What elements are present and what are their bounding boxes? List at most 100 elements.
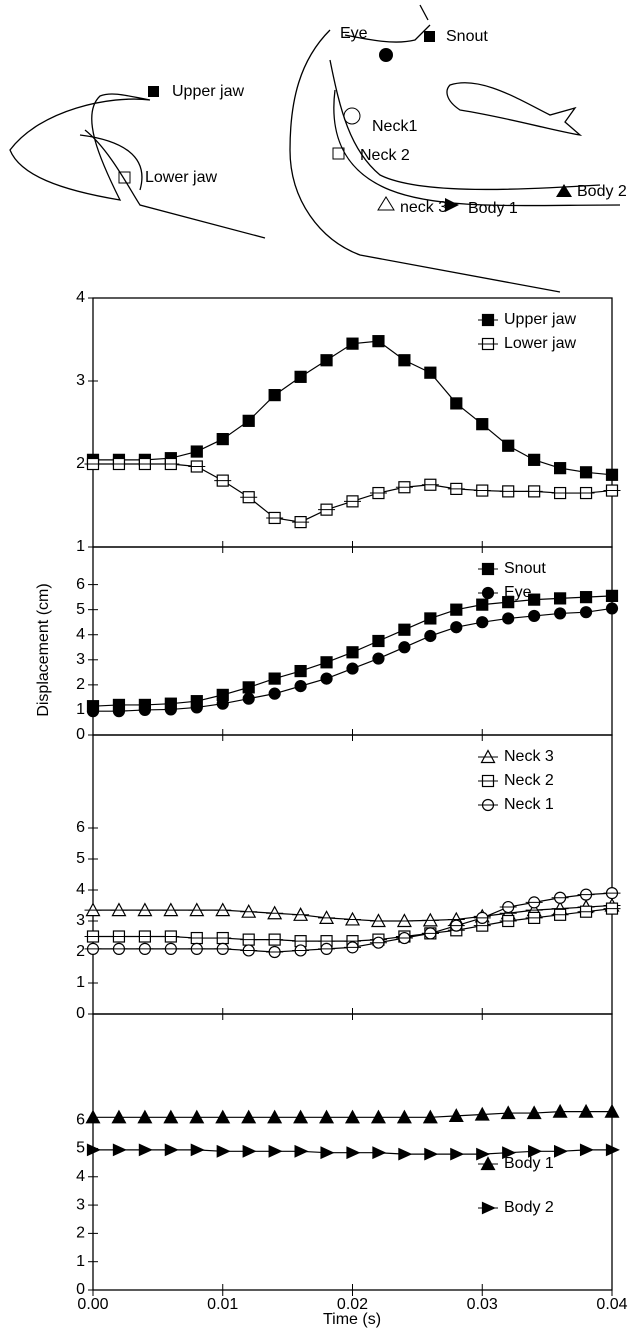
marker-shape bbox=[189, 1109, 205, 1124]
marker bbox=[528, 453, 541, 466]
marker-shape bbox=[528, 1144, 543, 1158]
marker bbox=[136, 902, 154, 917]
marker bbox=[84, 942, 102, 956]
diagram-label: Lower jaw bbox=[145, 169, 217, 186]
marker-shape bbox=[216, 433, 229, 446]
marker bbox=[577, 486, 595, 500]
marker bbox=[268, 1144, 283, 1158]
legend-label: Body 1 bbox=[504, 1155, 554, 1172]
marker-shape bbox=[346, 1146, 361, 1160]
marker bbox=[604, 1103, 620, 1118]
marker bbox=[447, 482, 465, 495]
marker bbox=[525, 485, 543, 498]
marker bbox=[577, 905, 595, 918]
marker-shape bbox=[398, 623, 411, 636]
marker-shape bbox=[346, 646, 359, 659]
legend-entry: Eye bbox=[478, 584, 532, 601]
marker-shape bbox=[346, 662, 359, 675]
marker bbox=[188, 460, 206, 473]
y-tick-label: 6 bbox=[76, 819, 85, 836]
marker bbox=[424, 1147, 439, 1161]
y-tick-label: 2 bbox=[76, 676, 85, 693]
marker bbox=[553, 607, 567, 620]
marker bbox=[266, 945, 284, 959]
neck2-marker bbox=[332, 147, 345, 160]
marker bbox=[450, 603, 463, 616]
marker bbox=[424, 629, 437, 643]
marker bbox=[190, 445, 203, 458]
marker-shape bbox=[528, 453, 541, 466]
marker bbox=[398, 641, 411, 654]
snout-marker bbox=[424, 31, 435, 42]
marker-shape bbox=[216, 1144, 231, 1158]
marker bbox=[552, 1103, 568, 1118]
marker bbox=[344, 941, 361, 954]
marker bbox=[84, 457, 102, 471]
marker bbox=[398, 623, 411, 636]
marker bbox=[215, 1109, 231, 1124]
marker-shape bbox=[190, 701, 203, 714]
y-axis-label: Displacement (cm) bbox=[35, 583, 52, 716]
marker bbox=[292, 944, 310, 957]
marker bbox=[214, 931, 232, 945]
y-tick-label: 4 bbox=[76, 881, 85, 898]
marker-shape bbox=[553, 607, 567, 620]
marker-shape bbox=[476, 1147, 491, 1161]
marker-shape bbox=[605, 602, 619, 615]
marker-shape bbox=[604, 1103, 620, 1118]
marker bbox=[578, 1103, 594, 1118]
marker bbox=[424, 366, 437, 379]
marker bbox=[476, 598, 489, 611]
marker bbox=[112, 705, 126, 718]
marker bbox=[474, 1106, 490, 1121]
marker-shape bbox=[267, 1109, 283, 1124]
marker bbox=[479, 798, 497, 812]
marker bbox=[396, 1109, 412, 1124]
marker-shape bbox=[163, 1109, 179, 1124]
x-tick-label: 0.04 bbox=[596, 1296, 627, 1313]
marker bbox=[240, 933, 258, 946]
marker bbox=[481, 313, 495, 327]
y-tick-label: 3 bbox=[76, 651, 85, 668]
marker-shape bbox=[476, 616, 489, 629]
marker bbox=[190, 1143, 205, 1157]
marker bbox=[369, 486, 387, 500]
marker-shape bbox=[502, 596, 515, 609]
marker bbox=[136, 942, 154, 956]
marker-shape bbox=[242, 692, 255, 705]
marker bbox=[320, 354, 333, 367]
marker bbox=[294, 370, 307, 383]
marker-shape bbox=[112, 705, 126, 718]
marker-shape bbox=[111, 1109, 127, 1124]
diagram: Eye Snout Upper jaw Neck1 Neck 2 Lower j… bbox=[9, 4, 627, 293]
marker bbox=[294, 680, 307, 693]
marker-shape bbox=[579, 606, 593, 619]
marker bbox=[320, 672, 333, 685]
y-tick-label: 1 bbox=[76, 538, 85, 555]
marker bbox=[502, 439, 515, 452]
marker bbox=[502, 596, 515, 609]
marker-shape bbox=[605, 468, 619, 481]
diagram-label: neck 3 bbox=[400, 199, 447, 216]
marker bbox=[110, 457, 128, 471]
legend-label: Eye bbox=[504, 584, 532, 601]
marker bbox=[421, 912, 439, 927]
y-tick-label: 5 bbox=[76, 601, 85, 618]
marker-shape bbox=[398, 1147, 413, 1161]
marker-shape bbox=[398, 641, 411, 654]
marker-shape bbox=[268, 389, 281, 402]
marker-shape bbox=[370, 1109, 386, 1124]
marker bbox=[424, 612, 437, 625]
diagram-label: Neck1 bbox=[372, 118, 417, 135]
marker bbox=[266, 511, 284, 525]
marker bbox=[162, 457, 180, 471]
marker bbox=[526, 1105, 542, 1120]
marker bbox=[479, 774, 497, 788]
marker-shape bbox=[424, 1147, 439, 1161]
marker bbox=[553, 462, 567, 475]
marker-shape bbox=[553, 462, 567, 475]
fish-outline-left bbox=[9, 93, 266, 239]
legend-label: Neck 3 bbox=[504, 748, 554, 765]
marker bbox=[346, 1146, 361, 1160]
